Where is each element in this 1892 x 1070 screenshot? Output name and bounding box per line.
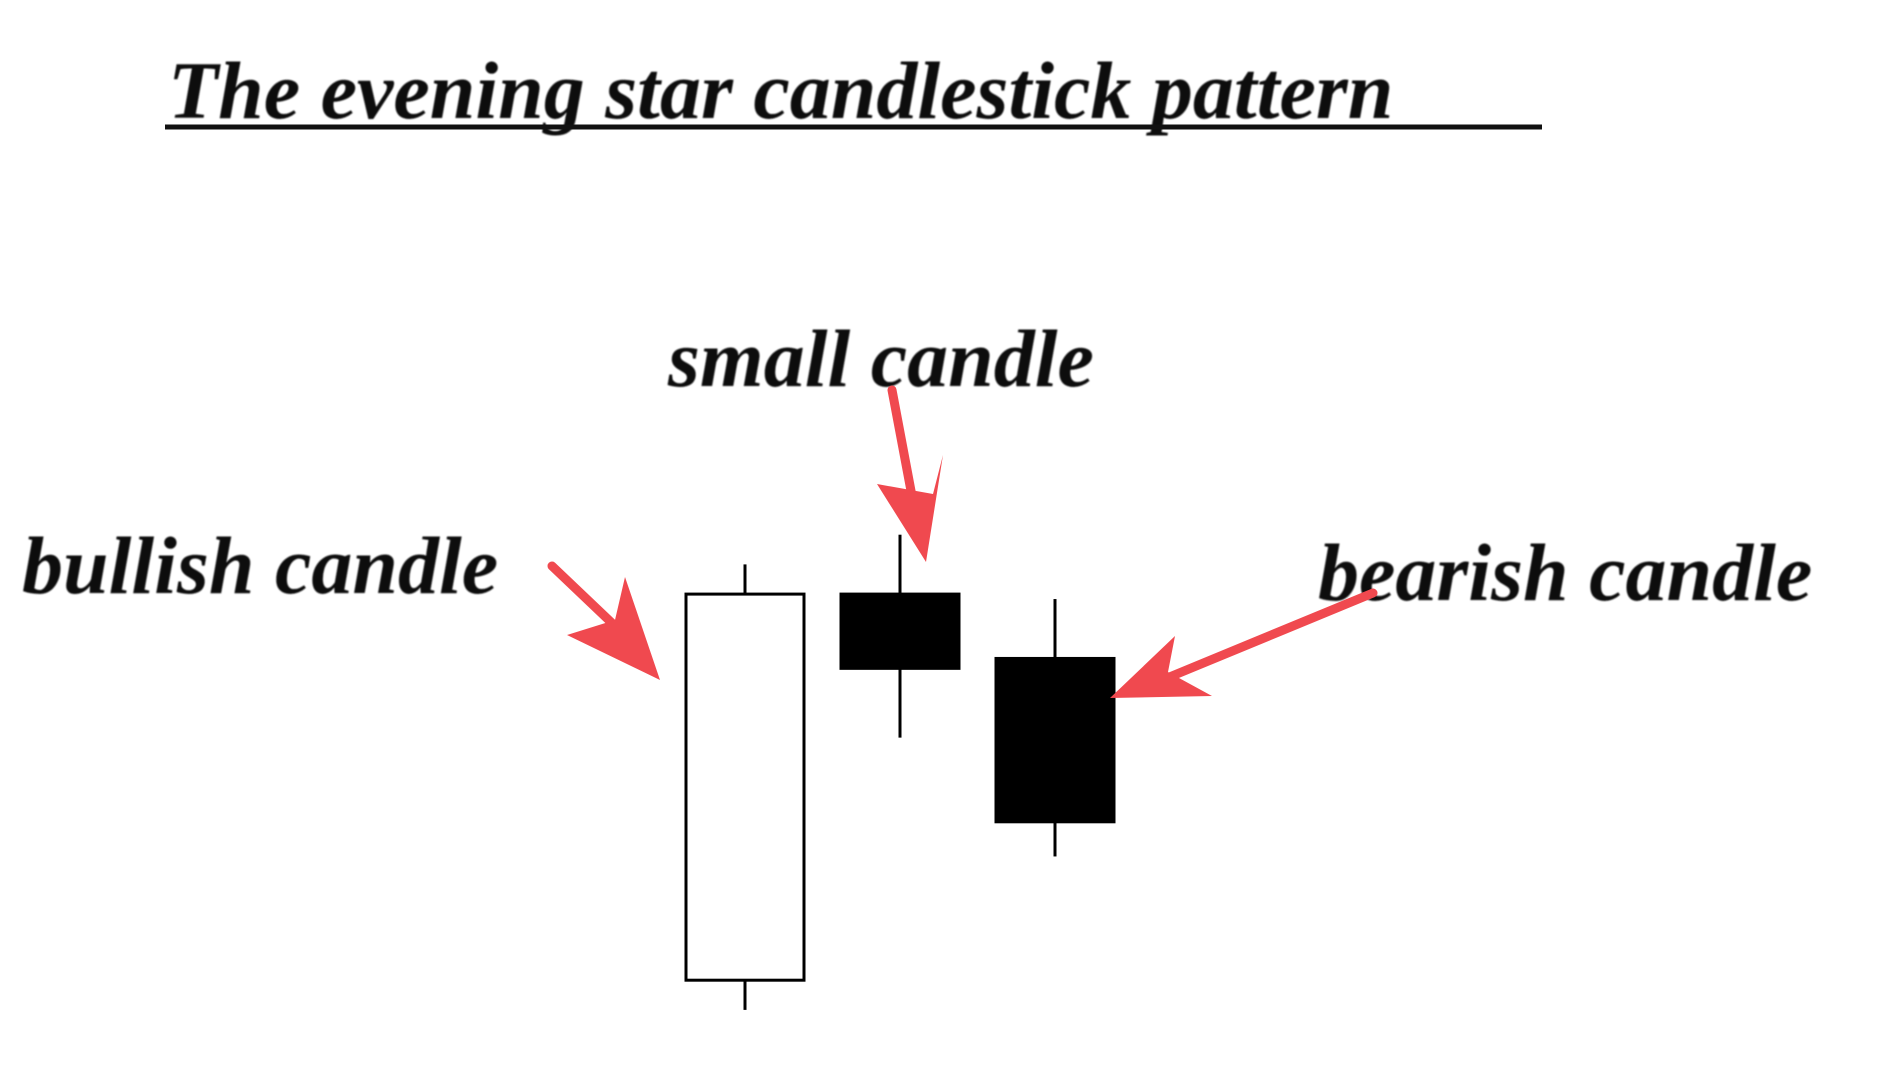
candle-bullish-body xyxy=(684,592,806,982)
candles-group xyxy=(684,534,1116,1010)
arrow-bearish-candle xyxy=(1110,588,1378,698)
arrow-bullish-candle xyxy=(547,561,660,680)
arrow-small-candle xyxy=(877,385,943,562)
label-small-candle: small candle xyxy=(667,313,1094,404)
candle-small-body xyxy=(839,592,961,670)
diagram-title: The evening star candlestick pattern xyxy=(168,45,1393,136)
candle-bearish-body xyxy=(994,656,1116,824)
label-bullish-candle: bullish candle xyxy=(22,520,498,611)
label-bearish-candle: bearish candle xyxy=(1318,527,1812,618)
